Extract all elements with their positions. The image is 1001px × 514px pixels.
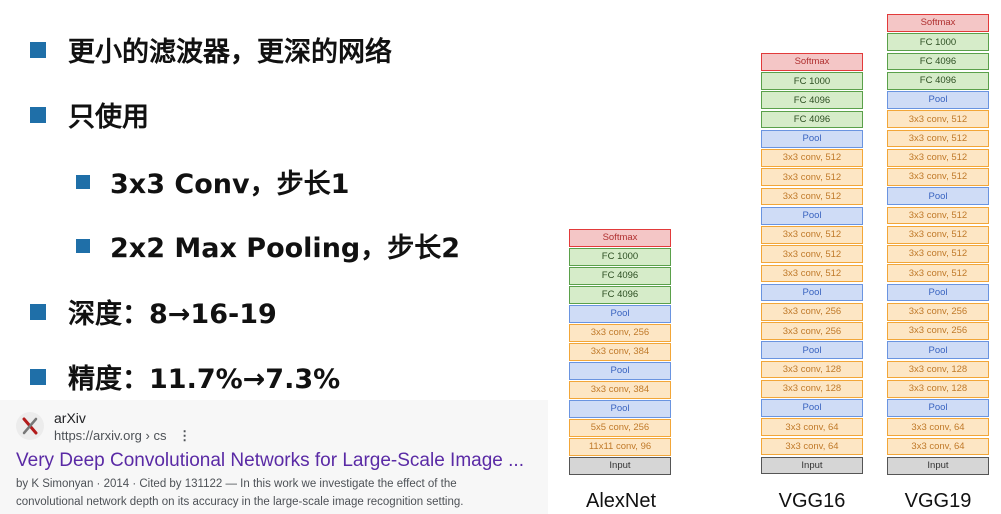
layer-conv: 3x3 conv, 64 <box>887 418 989 436</box>
layer-pool: Pool <box>761 206 863 225</box>
alexnet-stack: Softmax FC 1000 FC 4096 FC 4096 Pool 3x3 conv… <box>569 229 671 476</box>
search-site-name[interactable]: arXiv <box>54 410 86 426</box>
bullet-3: 3x3 Conv，步长1 <box>76 162 349 201</box>
layer-conv: 3x3 conv, 512 <box>761 245 863 263</box>
bullet-text: 精度：11.7%→7.3% <box>68 364 341 395</box>
layer-conv: 3x3 conv, 256 <box>761 302 863 321</box>
search-snippet-line-1: by K Simonyan · 2014 · Cited by 131122 —… <box>16 478 457 490</box>
bullet-text: 2x2 Max Pooling，步长2 <box>110 233 461 264</box>
vgg16-stack: Softmax FC 1000 FC 4096 FC 4096 Pool 3x3 conv… <box>761 53 863 476</box>
layer-conv: 3x3 conv, 512 <box>887 206 989 225</box>
layer-conv: 5x5 conv, 256 <box>569 419 671 437</box>
layer-fc: FC 4096 <box>761 110 863 129</box>
layer-conv: 3x3 conv, 512 <box>887 110 989 128</box>
layer-fc: FC 4096 <box>887 71 989 90</box>
layer-conv: 3x3 conv, 64 <box>887 437 989 456</box>
layer-conv: 3x3 conv, 256 <box>569 324 671 342</box>
layer-pool: Pool <box>761 283 863 302</box>
bullet-square-icon <box>76 174 90 189</box>
layer-conv: 3x3 conv, 128 <box>887 360 989 379</box>
layer-fc: FC 4096 <box>569 286 671 304</box>
layer-conv: 3x3 conv, 512 <box>761 226 863 244</box>
layer-input: Input <box>887 456 989 475</box>
layer-conv: 3x3 conv, 64 <box>761 437 863 456</box>
layer-fc: FC 1000 <box>887 33 989 51</box>
layer-conv: 3x3 conv, 128 <box>761 379 863 398</box>
layer-conv: 3x3 conv, 512 <box>887 148 989 167</box>
layer-fc: FC 4096 <box>569 267 671 285</box>
layer-pool: Pool <box>887 91 989 109</box>
search-url[interactable]: https://arxiv.org › cs ⋮ <box>54 428 191 444</box>
alexnet-label: AlexNet <box>585 490 657 512</box>
arxiv-x-icon[interactable] <box>16 412 44 440</box>
layer-conv: 3x3 conv, 512 <box>887 168 989 186</box>
bullet-6: 精度：11.7%→7.3% <box>30 357 340 396</box>
vgg16-label: VGG16 <box>778 490 846 512</box>
search-result-card <box>0 400 548 514</box>
layer-conv: 3x3 conv, 512 <box>887 245 989 263</box>
bullet-square-icon <box>30 106 46 123</box>
search-snippet-line-2: convolutional network depth on its accur… <box>16 496 464 508</box>
layer-fc: FC 4096 <box>761 91 863 110</box>
layer-conv: 3x3 conv, 512 <box>761 264 863 283</box>
layer-conv: 3x3 conv, 512 <box>887 264 989 282</box>
bullet-text: 更小的滤波器，更深的网络 <box>68 37 392 68</box>
layer-pool: Pool <box>887 341 989 359</box>
layer-pool: Pool <box>887 399 989 417</box>
bullet-text: 只使用 <box>68 102 149 133</box>
layer-input: Input <box>569 457 671 475</box>
bullet-5: 深度：8→16-19 <box>30 292 277 331</box>
layer-conv: 3x3 conv, 128 <box>887 379 989 398</box>
bullet-text: 3x3 Conv，步长1 <box>110 169 350 200</box>
layer-softmax: Softmax <box>569 229 671 247</box>
vgg19-stack: Softmax FC 1000 FC 4096 FC 4096 Pool 3x3 conv… <box>887 14 989 476</box>
layer-input: Input <box>761 456 863 475</box>
layer-conv: 3x3 conv, 512 <box>761 168 863 187</box>
vertical-dots-icon[interactable]: ⋮ <box>178 428 192 443</box>
layer-fc: FC 1000 <box>569 248 671 266</box>
layer-softmax: Softmax <box>887 14 989 32</box>
bullet-2: 只使用 <box>30 95 149 134</box>
layer-fc: FC 4096 <box>887 52 989 71</box>
layer-conv: 3x3 conv, 128 <box>761 360 863 379</box>
layer-conv: 3x3 conv, 256 <box>761 322 863 340</box>
bullet-1: 更小的滤波器，更深的网络 <box>30 30 392 69</box>
layer-conv: 3x3 conv, 256 <box>887 302 989 321</box>
layer-pool: Pool <box>761 341 863 360</box>
layer-pool: Pool <box>569 305 671 323</box>
layer-conv: 3x3 conv, 512 <box>761 149 863 167</box>
layer-conv: 3x3 conv, 256 <box>887 322 989 340</box>
layer-pool: Pool <box>887 187 989 205</box>
layer-pool: Pool <box>761 399 863 417</box>
arxiv-x-glyph <box>22 417 38 435</box>
search-url-text: https://arxiv.org › cs <box>54 428 167 443</box>
layer-conv: 3x3 conv, 64 <box>761 418 863 437</box>
layer-pool: Pool <box>569 362 671 380</box>
bullet-square-icon <box>30 303 46 320</box>
bullet-4: 2x2 Max Pooling，步长2 <box>76 226 460 265</box>
vgg19-label: VGG19 <box>904 490 972 512</box>
bullet-square-icon <box>76 238 90 253</box>
layer-pool: Pool <box>887 283 989 302</box>
search-result-title[interactable]: Very Deep Convolutional Networks for Lar… <box>16 450 524 471</box>
bullet-text: 深度：8→16-19 <box>68 299 277 330</box>
layer-softmax: Softmax <box>761 53 863 71</box>
layer-conv: 3x3 conv, 512 <box>761 187 863 206</box>
bullet-square-icon <box>30 41 46 58</box>
layer-conv: 3x3 conv, 384 <box>569 343 671 361</box>
layer-conv: 3x3 conv, 512 <box>887 225 989 244</box>
layer-pool: Pool <box>569 400 671 418</box>
layer-fc: FC 1000 <box>761 72 863 90</box>
bullet-square-icon <box>30 368 46 385</box>
layer-conv: 3x3 conv, 384 <box>569 381 671 399</box>
layer-conv: 3x3 conv, 512 <box>887 129 989 148</box>
layer-conv: 11x11 conv, 96 <box>569 438 671 456</box>
layer-pool: Pool <box>761 129 863 148</box>
